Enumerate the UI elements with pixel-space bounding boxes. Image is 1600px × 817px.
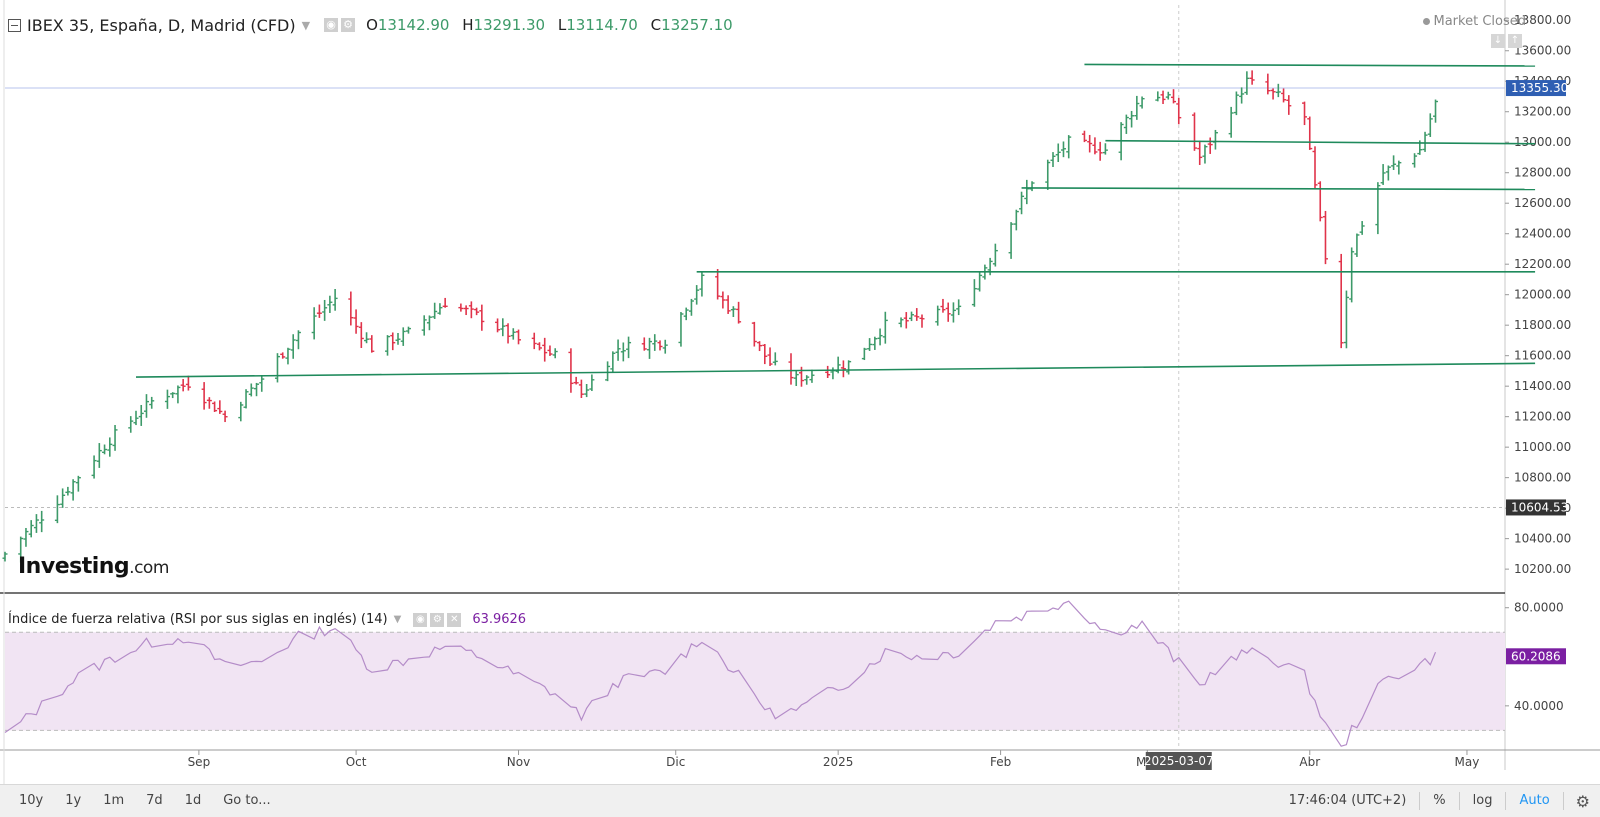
range-7d-button[interactable]: 7d	[146, 793, 163, 808]
rsi-title: Índice de fuerza relativa (RSI por sus s…	[8, 612, 388, 627]
y-tick-label: 10800.00	[1514, 471, 1571, 485]
y-tick-label: 11000.00	[1514, 440, 1571, 454]
y-tick-label: 11600.00	[1514, 349, 1571, 363]
y-tick-label: 13000.00	[1514, 135, 1571, 149]
high-value: 13291.30	[473, 16, 546, 34]
market-status-text: Market Closed	[1433, 14, 1527, 29]
open-value: 13142.90	[377, 16, 450, 34]
divider	[1419, 792, 1421, 810]
gear-icon[interactable]: ⚙	[341, 18, 356, 32]
y-tick-label: 11800.00	[1514, 318, 1571, 332]
goto-button[interactable]: Go to...	[223, 793, 271, 808]
y-tick-label: 12600.00	[1514, 196, 1571, 210]
close-label: C	[650, 16, 662, 34]
rsi-header: Índice de fuerza relativa (RSI por sus s…	[8, 612, 526, 627]
logo-brand: Investing	[18, 554, 130, 579]
rsi-line	[4, 600, 1437, 747]
reference-level-badge-bg	[1506, 499, 1566, 516]
x-tick-label: Abr	[1299, 755, 1320, 769]
rsi-value: 63.9626	[472, 612, 527, 627]
last-price-badge-bg	[1506, 80, 1566, 97]
x-tick-label: 2025	[823, 755, 854, 769]
trendline[interactable]	[1105, 139, 1536, 145]
y-tick-label: 12000.00	[1514, 288, 1571, 302]
symbol-header: IBEX 35, España, D, Madrid (CFD) ▼ ◉ ⚙ O…	[8, 14, 741, 36]
rsi-value-badge-bg	[1506, 648, 1566, 665]
trendline[interactable]	[1084, 63, 1536, 67]
x-tick-label: May	[1455, 755, 1480, 769]
eye-icon[interactable]: ◉	[413, 612, 428, 627]
x-tick-label: Nov	[507, 755, 530, 769]
y-tick-label: 13800.00	[1514, 13, 1571, 27]
rsi-band	[5, 632, 1505, 731]
bottom-toolbar: 10y 1y 1m 7d 1d Go to... 17:46:04 (UTC+2…	[0, 784, 1600, 817]
y-tick-label: 12400.00	[1514, 227, 1571, 241]
arrow-up-icon[interactable]: ↑	[1508, 34, 1522, 48]
divider	[1505, 792, 1507, 810]
range-1m-button[interactable]: 1m	[103, 793, 125, 808]
low-label: L	[557, 16, 567, 34]
x-tick-label: Oct	[346, 755, 367, 769]
divider	[1562, 792, 1564, 810]
x-tick-label: Sep	[188, 755, 211, 769]
x-tick-label: Feb	[990, 755, 1011, 769]
range-1d-button[interactable]: 1d	[184, 793, 202, 808]
eye-icon[interactable]: ◉	[324, 18, 339, 32]
logo-suffix: .com	[129, 558, 169, 578]
chevron-down-icon[interactable]: ▼	[301, 18, 311, 32]
percent-scale-button[interactable]: %	[1433, 793, 1446, 808]
trendline[interactable]	[135, 362, 1536, 378]
reference-level-badge: 10604.53	[1511, 500, 1568, 514]
clock-readout: 17:46:04 (UTC+2)	[1288, 793, 1407, 808]
auto-scale-button[interactable]: Auto	[1519, 793, 1550, 808]
chevron-down-icon[interactable]: ▼	[393, 614, 402, 625]
low-value: 13114.70	[566, 16, 638, 34]
toolbar-right: 17:46:04 (UTC+2) % log Auto ⚙	[1278, 785, 1600, 817]
crosshair-date-label: 2025-03-07	[1144, 754, 1214, 768]
rsi-value-badge: 60.2086	[1511, 649, 1561, 663]
range-10y-button[interactable]: 10y	[19, 793, 44, 808]
ohlc-readout: O13142.90 H13291.30 L13114.70 C13257.10	[366, 16, 741, 34]
trendline[interactable]	[1021, 187, 1536, 191]
range-1y-button[interactable]: 1y	[65, 793, 82, 808]
y-tick-label: 11200.00	[1514, 410, 1571, 424]
y-tick-label: 10400.00	[1514, 532, 1571, 546]
last-price-badge: 13355.30	[1511, 81, 1568, 95]
mini-controls: ↓ ↑	[1491, 34, 1522, 48]
divider	[1458, 792, 1460, 810]
y-tick-label: 12200.00	[1514, 257, 1571, 271]
market-status: Market Closed	[1422, 14, 1527, 29]
y-tick-label: 13600.00	[1514, 44, 1571, 58]
close-icon[interactable]: ✕	[447, 612, 462, 627]
status-dot-icon	[1422, 18, 1430, 25]
y-tick-label: 11400.00	[1514, 379, 1571, 393]
open-label: O	[366, 16, 378, 34]
gear-icon[interactable]: ⚙	[1575, 791, 1590, 811]
close-value: 13257.10	[661, 16, 733, 34]
investing-logo: Investing.com	[18, 554, 169, 579]
high-label: H	[462, 16, 474, 34]
symbol-title: IBEX 35, España, D, Madrid (CFD)	[27, 15, 296, 35]
y-tick-label: 12800.00	[1514, 166, 1571, 180]
rsi-y-tick-label: 80.0000	[1514, 601, 1564, 615]
y-tick-label: 13200.00	[1514, 105, 1571, 119]
crosshair-date-bg	[1145, 752, 1212, 770]
log-scale-button[interactable]: log	[1472, 793, 1493, 808]
rsi-y-tick-label: 40.0000	[1514, 699, 1564, 713]
y-tick-label: 10200.00	[1514, 562, 1571, 576]
x-tick-label: Dic	[666, 755, 685, 769]
collapse-icon[interactable]	[8, 18, 21, 32]
gear-icon[interactable]: ⚙	[430, 612, 445, 627]
arrow-down-icon[interactable]: ↓	[1491, 34, 1505, 48]
